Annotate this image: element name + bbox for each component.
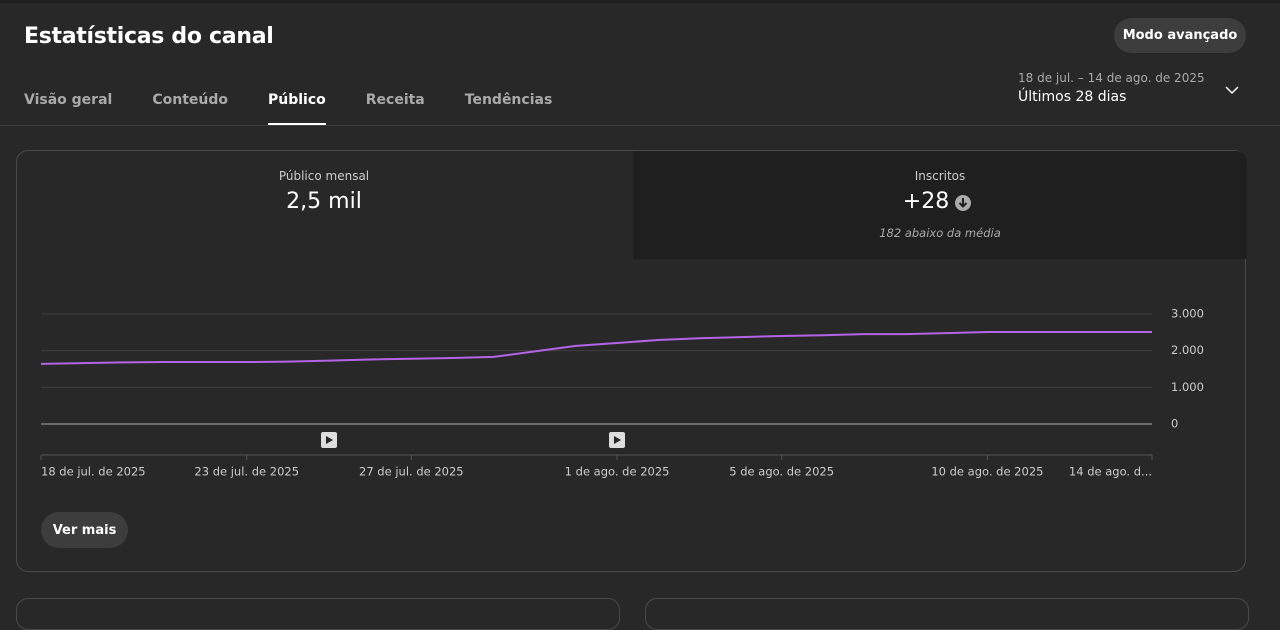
x-tick-label: 18 de jul. de 2025 [41,465,146,479]
dropdown-icon[interactable] [1224,82,1240,98]
y-tick-label: 3.000 [1171,307,1204,321]
tab[interactable]: Público [267,78,326,125]
metric-label: Inscritos [914,169,966,183]
top-bar [0,0,1280,3]
tab[interactable]: Conteúdo [152,92,228,108]
chart: 0 1.000 2.000 3.000 18 de jul. de 2025 23 de … [40,307,1204,479]
metric-value: 2,5 mil [286,189,362,214]
card [645,598,1249,630]
tab[interactable]: Visão geral [24,92,113,108]
x-tick-label: 14 de ago. d... [1069,465,1152,479]
data-line [40,330,1152,365]
x-tick-label: 5 de ago. de 2025 [729,465,834,479]
date-range-label[interactable]: Últimos 28 dias [1018,89,1127,105]
page-title: Estatísticas do canal [24,24,274,49]
video-marker[interactable] [609,432,625,448]
tab[interactable]: Receita [365,92,425,108]
below-average-icon [955,195,971,211]
card [16,150,1246,572]
x-tick-label: 10 de ago. de 2025 [931,465,1043,479]
x-tick-label: 23 de jul. de 2025 [194,465,299,479]
x-tick-label: 1 de ago. de 2025 [565,465,670,479]
y-tick-label: 0 [1171,417,1178,431]
tabs: Visão geral Conteúdo Público Receita Tendênc… [24,78,552,125]
y-tick-label: 2.000 [1171,343,1204,357]
metric-value: +28 [902,189,950,214]
date-range[interactable]: 18 de jul. – 14 de ago. de 2025 [1018,71,1205,85]
x-tick-label: 27 de jul. de 2025 [359,465,464,479]
video-marker[interactable] [321,432,337,448]
metric-label: Público mensal [278,169,370,183]
metric-panel[interactable] [633,151,1247,259]
metric-note: 182 abaixo da média [879,226,1001,240]
divider [0,125,1280,126]
advanced-mode-button[interactable]: Modo avançado [1114,18,1246,53]
y-tick-label: 1.000 [1171,380,1204,394]
see-more-button[interactable]: Ver mais [41,512,128,548]
card [16,598,620,630]
tab[interactable]: Tendências [464,92,553,108]
